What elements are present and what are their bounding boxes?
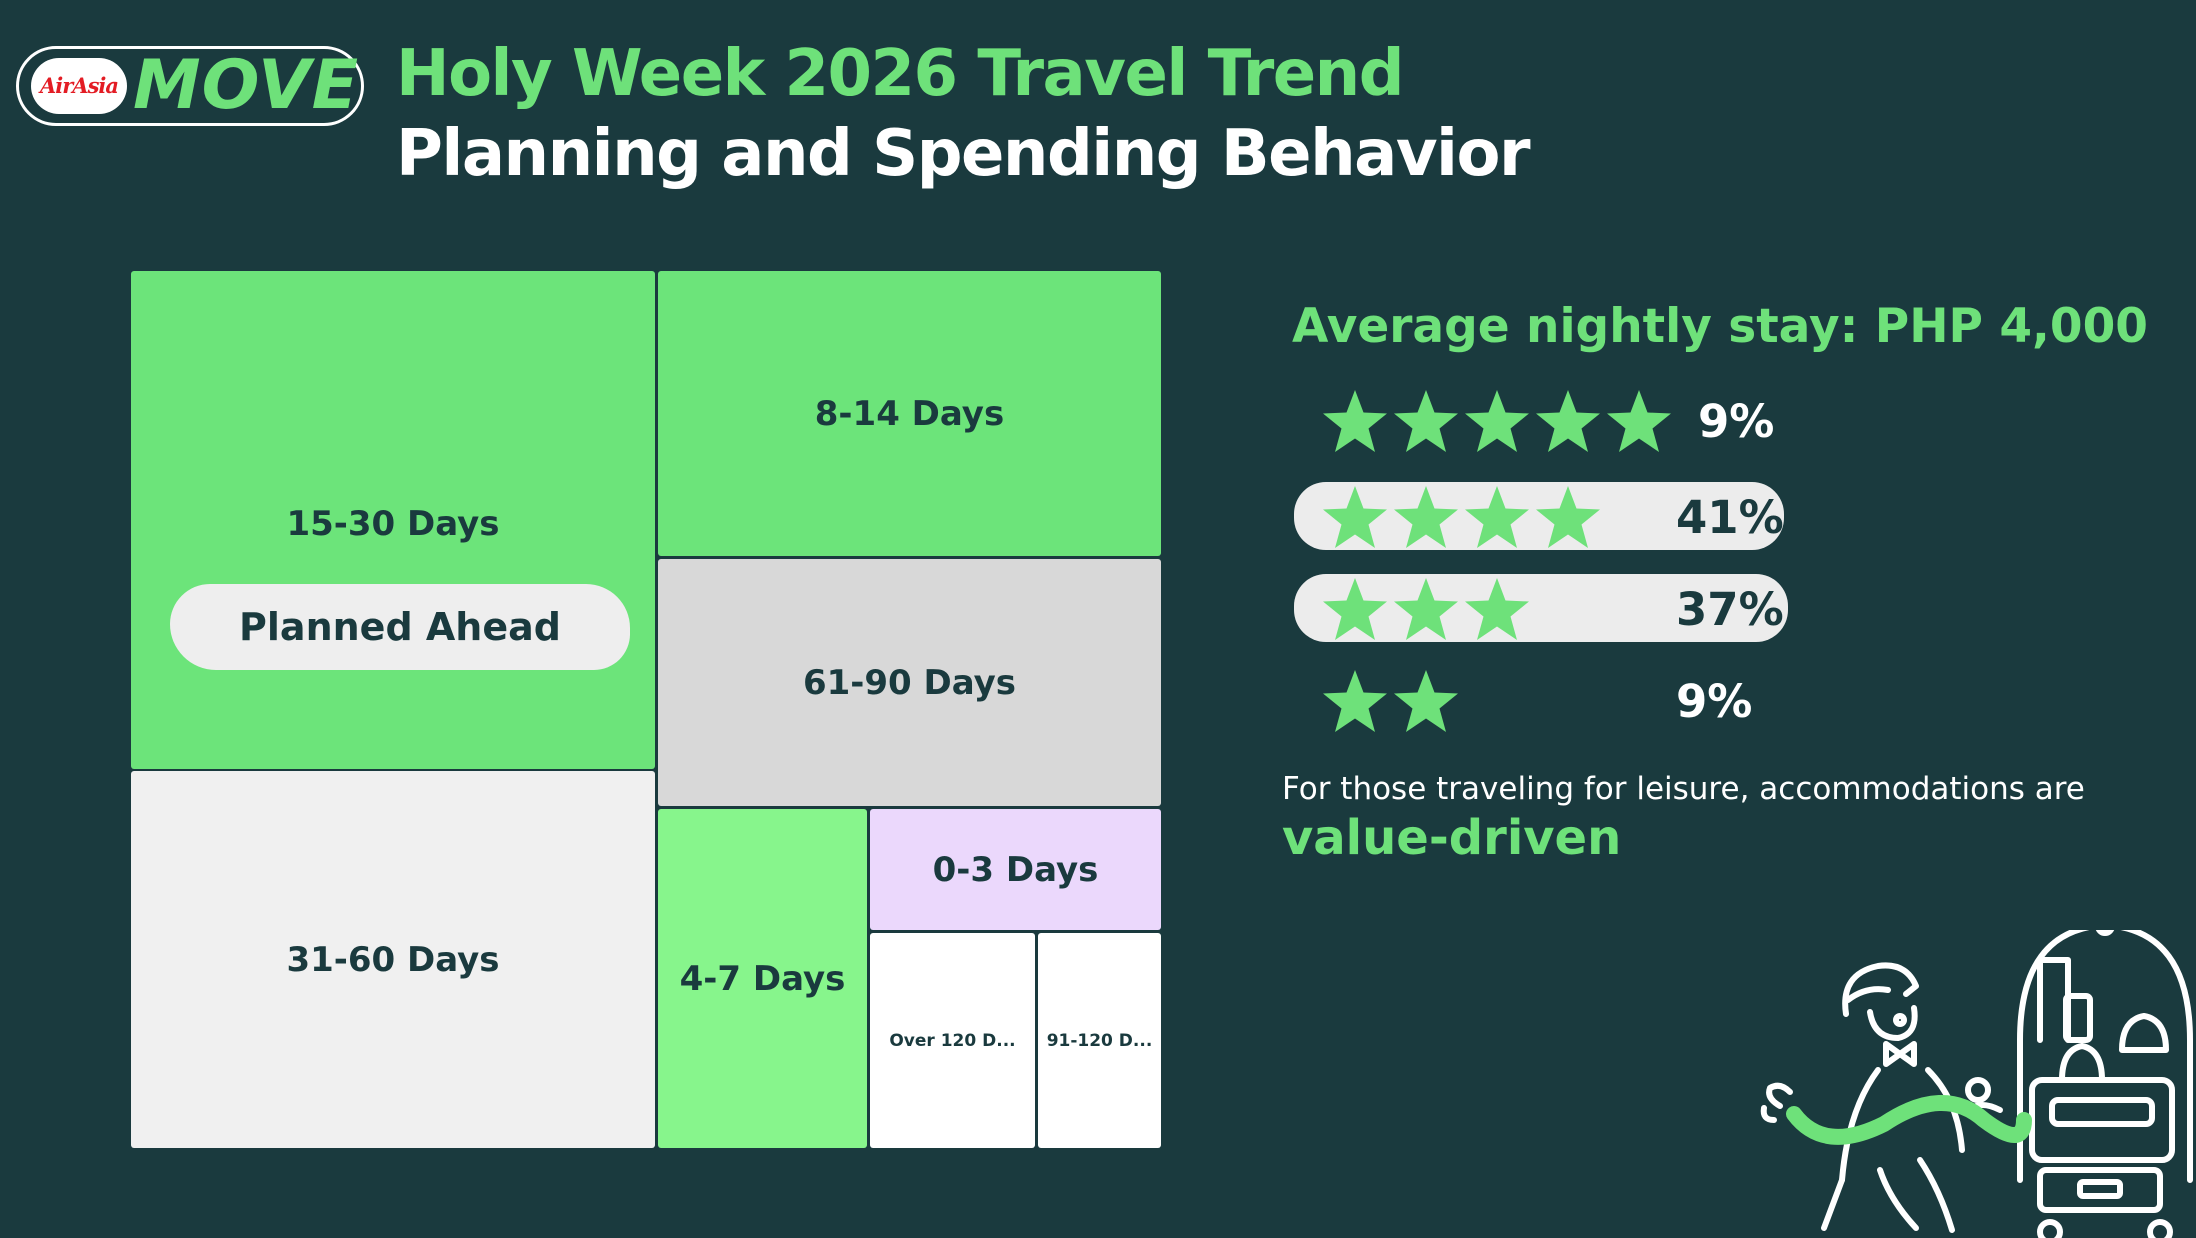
treemap-tile-label: 0-3 Days xyxy=(932,849,1099,890)
star-icon xyxy=(1394,486,1458,548)
star-icon xyxy=(1394,670,1458,732)
star-icon xyxy=(1607,390,1671,452)
star-icon xyxy=(1394,578,1458,640)
treemap-tile-61-90-days: 61-90 Days xyxy=(658,559,1161,806)
star-icon xyxy=(1323,390,1387,452)
rating-percentage: 37% xyxy=(1676,583,1784,636)
treemap-tile-31-60-days: 31-60 Days xyxy=(131,771,655,1148)
star-icon xyxy=(1536,390,1600,452)
treemap-tile-label: 31-60 Days xyxy=(286,939,500,980)
airasia-move-logo: AirAsia MOVE xyxy=(16,46,364,126)
rating-percentage: 9% xyxy=(1698,395,1775,448)
star-icon xyxy=(1465,486,1529,548)
page-subtitle: Planning and Spending Behavior xyxy=(396,117,1531,191)
move-wordmark: MOVE xyxy=(133,46,360,125)
treemap-tile-label: 91-120 D... xyxy=(1046,1030,1153,1051)
planned-ahead-label: Planned Ahead xyxy=(170,584,630,670)
star-icon xyxy=(1465,578,1529,640)
star-icon xyxy=(1323,486,1387,548)
value-driven-highlight: value-driven xyxy=(1282,810,1622,866)
rating-percentage: 41% xyxy=(1676,491,1784,544)
star-icon xyxy=(1323,670,1387,732)
treemap-tile-label: 8-14 Days xyxy=(814,393,1005,434)
star-rating-4 xyxy=(1320,484,1604,552)
treemap-tile-label: 15-30 Days xyxy=(286,504,500,544)
treemap-tile-label: 61-90 Days xyxy=(802,662,1017,703)
star-icon xyxy=(1536,486,1600,548)
star-icon xyxy=(1323,578,1387,640)
treemap-tile-8-14-days: 8-14 Days xyxy=(658,271,1161,556)
star-rating-5 xyxy=(1320,388,1675,456)
leisure-note: For those traveling for leisure, accommo… xyxy=(1282,771,2085,807)
treemap-tile-4-7-days: 4-7 Days xyxy=(658,809,867,1148)
page-title: Holy Week 2026 Travel Trend xyxy=(396,37,1405,111)
star-rating-2 xyxy=(1320,668,1462,736)
treemap-tile-label: Over 120 D... xyxy=(889,1030,1016,1051)
treemap-tile-label: 4-7 Days xyxy=(679,958,846,999)
treemap-tile-15-30-days: 15-30 Days xyxy=(131,271,655,769)
airasia-logo-badge: AirAsia xyxy=(31,58,127,114)
star-rating-3 xyxy=(1320,576,1533,644)
bellhop-luggage-cart-illustration xyxy=(1760,930,2193,1238)
treemap-tile-over-120-d: Over 120 D... xyxy=(870,933,1035,1148)
star-icon xyxy=(1465,390,1529,452)
rating-percentage: 9% xyxy=(1676,675,1753,728)
star-icon xyxy=(1394,390,1458,452)
treemap-tile-0-3-days: 0-3 Days xyxy=(870,809,1161,930)
average-nightly-stay-heading: Average nightly stay: PHP 4,000 xyxy=(1292,299,2149,354)
treemap-tile-91-120-d: 91-120 D... xyxy=(1038,933,1161,1148)
